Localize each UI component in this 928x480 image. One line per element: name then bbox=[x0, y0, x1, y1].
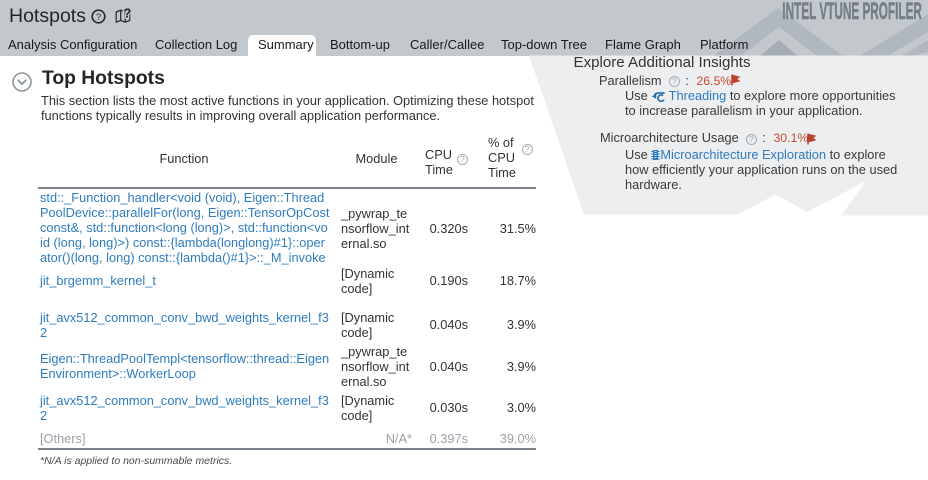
svg-text:?: ? bbox=[123, 7, 131, 21]
svg-text:?: ? bbox=[96, 12, 101, 23]
svg-text:?: ? bbox=[123, 7, 131, 21]
